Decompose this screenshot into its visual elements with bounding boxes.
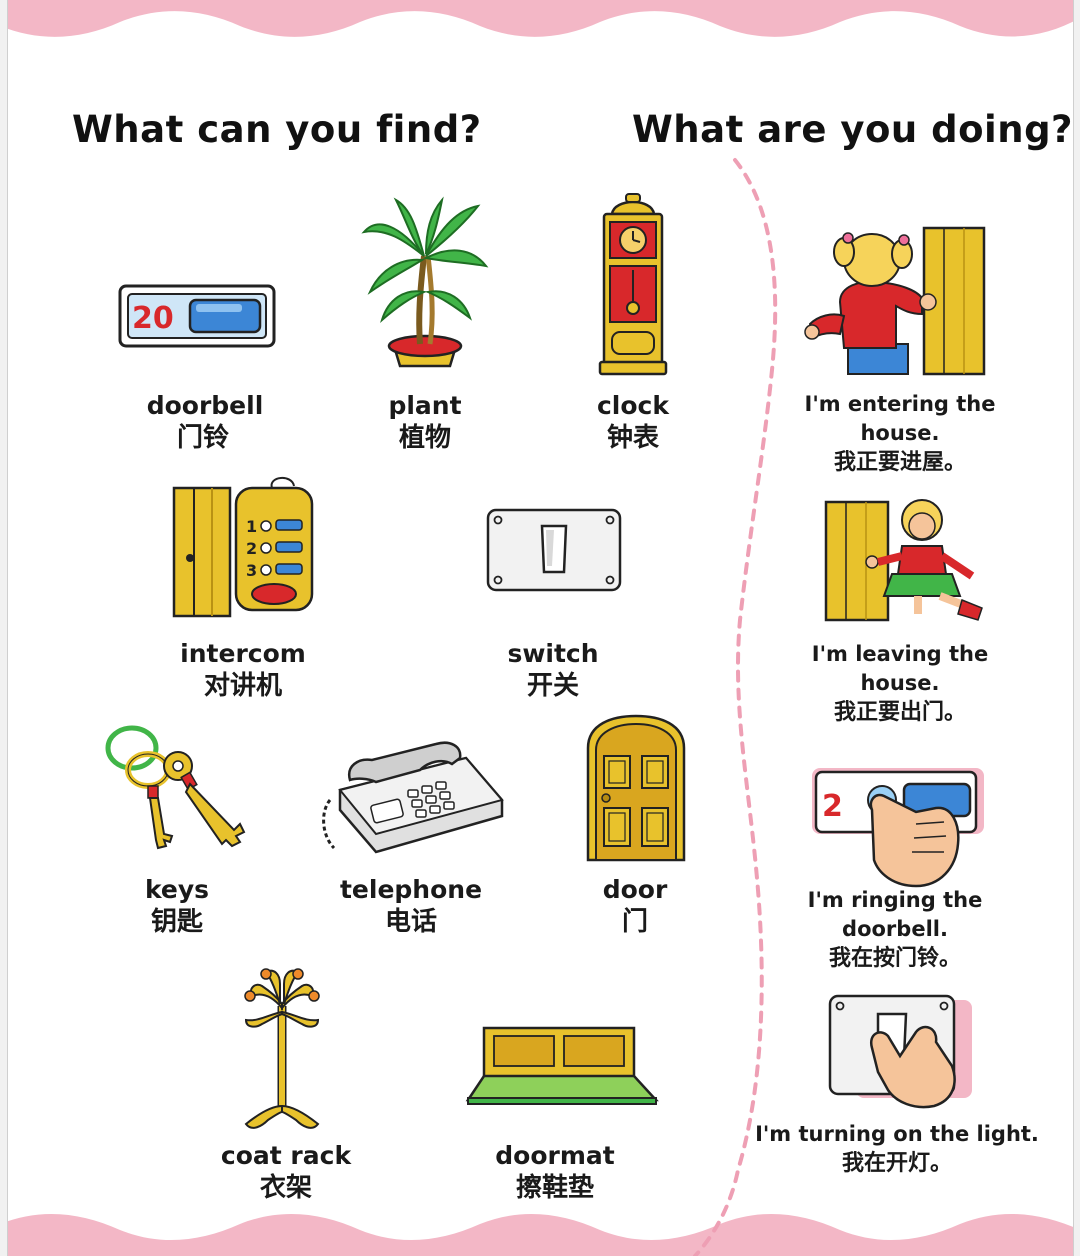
activity-entering: I'm entering the house. 我正要进屋。 (800, 390, 1000, 478)
item-en-label: door (602, 875, 668, 904)
item-en-label: clock (596, 391, 669, 420)
item-zh-label: 门 (621, 907, 648, 937)
telephone-icon (322, 741, 504, 854)
ringing-digit: 2 (822, 789, 843, 824)
coat-rack-icon (244, 968, 320, 1129)
item-zh-label: 钟表 (606, 423, 659, 453)
item-en-label: plant (388, 391, 462, 420)
activity-en-label: I'm entering the house. (804, 392, 996, 445)
item-clock: clock 钟表 (558, 390, 708, 454)
item-telephone: telephone 电话 (336, 874, 486, 938)
doorbell-digits: 20 (132, 301, 174, 336)
item-en-label: switch (507, 639, 599, 668)
activity-zh-label: 我在开灯。 (841, 1151, 952, 1176)
intercom-icon: 1 2 3 (172, 477, 314, 618)
item-zh-label: 门铃 (176, 423, 229, 453)
item-zh-label: 衣架 (259, 1173, 312, 1203)
plant-icon (361, 196, 489, 368)
item-doorbell: doorbell 门铃 (130, 390, 280, 454)
item-en-label: coat rack (220, 1141, 352, 1170)
door-icon (586, 714, 686, 862)
item-zh-label: 钥匙 (150, 907, 203, 937)
doorbell-icon: 20 (118, 284, 276, 348)
doormat-icon (465, 1026, 659, 1105)
item-en-label: telephone (339, 875, 483, 904)
activity-zh-label: 我正要出门。 (833, 700, 966, 725)
bottom-wave-decoration (0, 1213, 1080, 1256)
item-doormat: doormat 擦鞋垫 (480, 1140, 630, 1204)
activity-ringing: I'm ringing the doorbell. 我在按门铃。 (790, 886, 1000, 974)
keys-icon (105, 725, 246, 850)
item-en-label: doorbell (146, 391, 264, 420)
hand-switch-icon (828, 994, 972, 1109)
doing-heading: What are you doing? (632, 108, 1074, 151)
item-keys: keys 钥匙 (102, 874, 252, 938)
activity-en-label: I'm leaving the house. (811, 642, 989, 695)
item-zh-label: 电话 (384, 907, 437, 937)
item-zh-label: 植物 (398, 423, 451, 453)
left-page-edge (0, 0, 8, 1256)
dashed-divider (693, 158, 778, 1256)
switch-icon (486, 508, 622, 592)
find-heading: What can you find? (72, 108, 482, 151)
clock-icon (598, 193, 668, 376)
intercom-digit: 3 (246, 561, 257, 580)
item-zh-label: 擦鞋垫 (515, 1173, 594, 1203)
item-intercom: intercom 对讲机 (168, 638, 318, 702)
activity-zh-label: 我在按门铃。 (828, 946, 961, 971)
intercom-digit: 2 (246, 539, 257, 558)
activity-en-label: I'm turning on the light. (755, 1122, 1039, 1146)
item-en-label: intercom (180, 639, 306, 668)
activity-leaving: I'm leaving the house. 我正要出门。 (800, 640, 1000, 728)
item-en-label: doormat (495, 1141, 615, 1170)
item-en-label: keys (144, 875, 210, 904)
item-zh-label: 开关 (526, 671, 579, 701)
activity-en-label: I'm ringing the doorbell. (807, 888, 983, 941)
item-plant: plant 植物 (350, 390, 500, 454)
item-zh-label: 对讲机 (203, 671, 282, 701)
girl-entering-icon (804, 226, 986, 376)
activity-zh-label: 我正要进屋。 (833, 450, 966, 475)
item-coat-rack: coat rack 衣架 (206, 1140, 366, 1204)
item-switch: switch 开关 (478, 638, 628, 702)
girl-leaving-icon (824, 499, 983, 622)
item-door: door 门 (560, 874, 710, 938)
activity-light: I'm turning on the light. 我在开灯。 (752, 1120, 1042, 1179)
right-page-edge (1073, 0, 1080, 1256)
intercom-digit: 1 (246, 517, 257, 536)
top-wave-decoration (0, 0, 1080, 37)
hand-ringing-doorbell-icon: 2 (812, 768, 984, 888)
